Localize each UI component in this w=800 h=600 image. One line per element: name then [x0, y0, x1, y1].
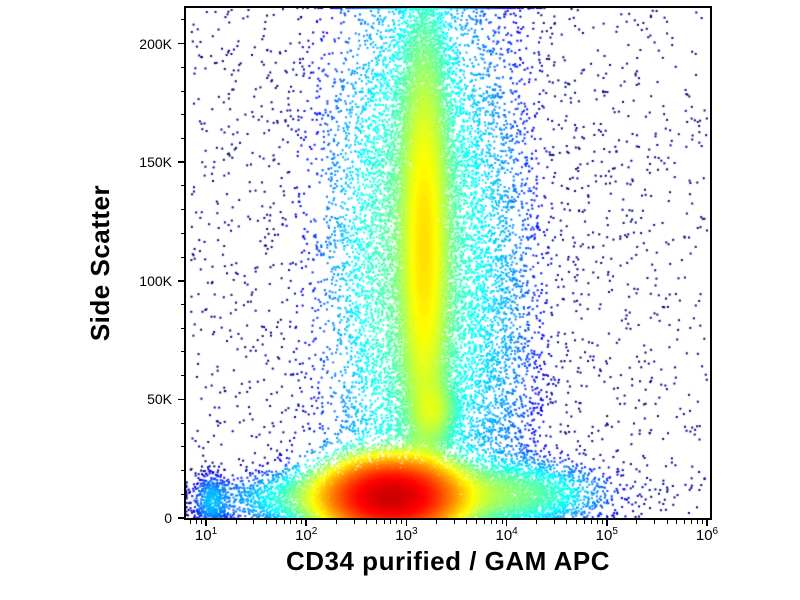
y-minor-tick: [180, 304, 184, 305]
x-major-tick: [606, 520, 608, 526]
x-tick-label: 104: [495, 526, 518, 545]
x-minor-tick: [490, 520, 492, 524]
y-minor-tick: [180, 90, 184, 92]
y-minor-tick: [180, 375, 184, 377]
plot-area: [184, 6, 712, 520]
y-minor-tick: [180, 493, 184, 495]
x-minor-tick: [566, 520, 568, 524]
x-minor-tick: [275, 520, 277, 524]
x-minor-tick: [501, 520, 503, 524]
x-minor-tick: [383, 520, 385, 524]
x-minor-tick: [483, 520, 485, 524]
y-tick-label: 200K: [139, 35, 172, 52]
y-major-tick: [178, 161, 184, 163]
x-minor-tick: [290, 520, 292, 524]
x-minor-tick: [553, 520, 555, 524]
x-minor-tick: [396, 520, 398, 524]
y-minor-tick: [180, 470, 184, 472]
y-minor-tick: [180, 114, 184, 116]
y-minor-tick: [180, 256, 184, 258]
x-minor-tick: [265, 520, 267, 524]
x-minor-tick: [654, 520, 656, 524]
x-minor-tick: [375, 520, 377, 524]
y-tick-label: 150K: [139, 154, 172, 171]
x-minor-tick: [690, 520, 692, 524]
x-minor-tick: [190, 520, 192, 524]
y-minor-tick: [180, 19, 184, 21]
x-major-tick: [505, 520, 508, 526]
x-major-tick: [706, 520, 708, 526]
x-major-tick: [405, 520, 408, 526]
x-minor-tick: [235, 520, 237, 524]
y-tick-label: 0: [164, 510, 172, 526]
y-minor-tick: [180, 137, 184, 139]
x-major-tick: [305, 520, 307, 526]
x-minor-tick: [676, 520, 678, 524]
y-major-tick: [178, 280, 184, 282]
x-minor-tick: [283, 520, 285, 524]
x-minor-tick: [696, 520, 698, 524]
x-tick-label: 101: [194, 526, 218, 545]
x-minor-tick: [590, 520, 592, 524]
y-major-tick: [178, 42, 184, 45]
x-minor-tick: [335, 520, 337, 524]
y-minor-tick: [180, 446, 184, 448]
x-tick-label: 103: [395, 526, 418, 545]
x-minor-tick: [666, 520, 668, 524]
x-minor-tick: [195, 520, 197, 524]
x-minor-tick: [200, 520, 202, 524]
x-minor-tick: [636, 520, 638, 524]
y-minor-tick: [180, 327, 184, 329]
x-tick-label: 106: [695, 526, 719, 545]
x-minor-tick: [684, 520, 686, 524]
x-minor-tick: [576, 520, 578, 524]
y-major-tick: [178, 398, 184, 401]
y-axis-label: Side Scatter: [85, 184, 115, 342]
y-minor-tick: [180, 232, 184, 234]
x-minor-tick: [536, 520, 538, 524]
density-plot-canvas: [186, 8, 710, 518]
x-minor-tick: [390, 520, 392, 524]
x-minor-tick: [253, 520, 255, 524]
x-major-tick: [205, 520, 207, 526]
x-minor-tick: [453, 520, 455, 524]
x-minor-tick: [301, 520, 303, 524]
x-tick-label: 105: [595, 526, 618, 545]
x-minor-tick: [401, 520, 403, 524]
y-tick-label: 100K: [139, 272, 172, 289]
x-minor-tick: [496, 520, 498, 524]
x-minor-tick: [701, 520, 703, 524]
x-minor-tick: [366, 520, 368, 524]
x-tick-label: 102: [295, 526, 318, 545]
x-minor-tick: [296, 520, 298, 524]
x-minor-tick: [596, 520, 598, 524]
y-major-tick: [178, 517, 184, 519]
y-minor-tick: [180, 209, 184, 211]
x-minor-tick: [584, 520, 586, 524]
y-minor-tick: [180, 66, 184, 68]
x-minor-tick: [466, 520, 468, 524]
y-tick-label: 50K: [147, 391, 172, 408]
y-minor-tick: [180, 185, 184, 187]
x-minor-tick: [601, 520, 603, 524]
x-minor-tick: [475, 520, 477, 524]
x-minor-tick: [353, 520, 355, 524]
y-minor-tick: [180, 422, 184, 424]
x-minor-tick: [436, 520, 438, 524]
x-axis-label: CD34 purified / GAM APC: [285, 546, 610, 576]
y-minor-tick: [180, 351, 184, 353]
